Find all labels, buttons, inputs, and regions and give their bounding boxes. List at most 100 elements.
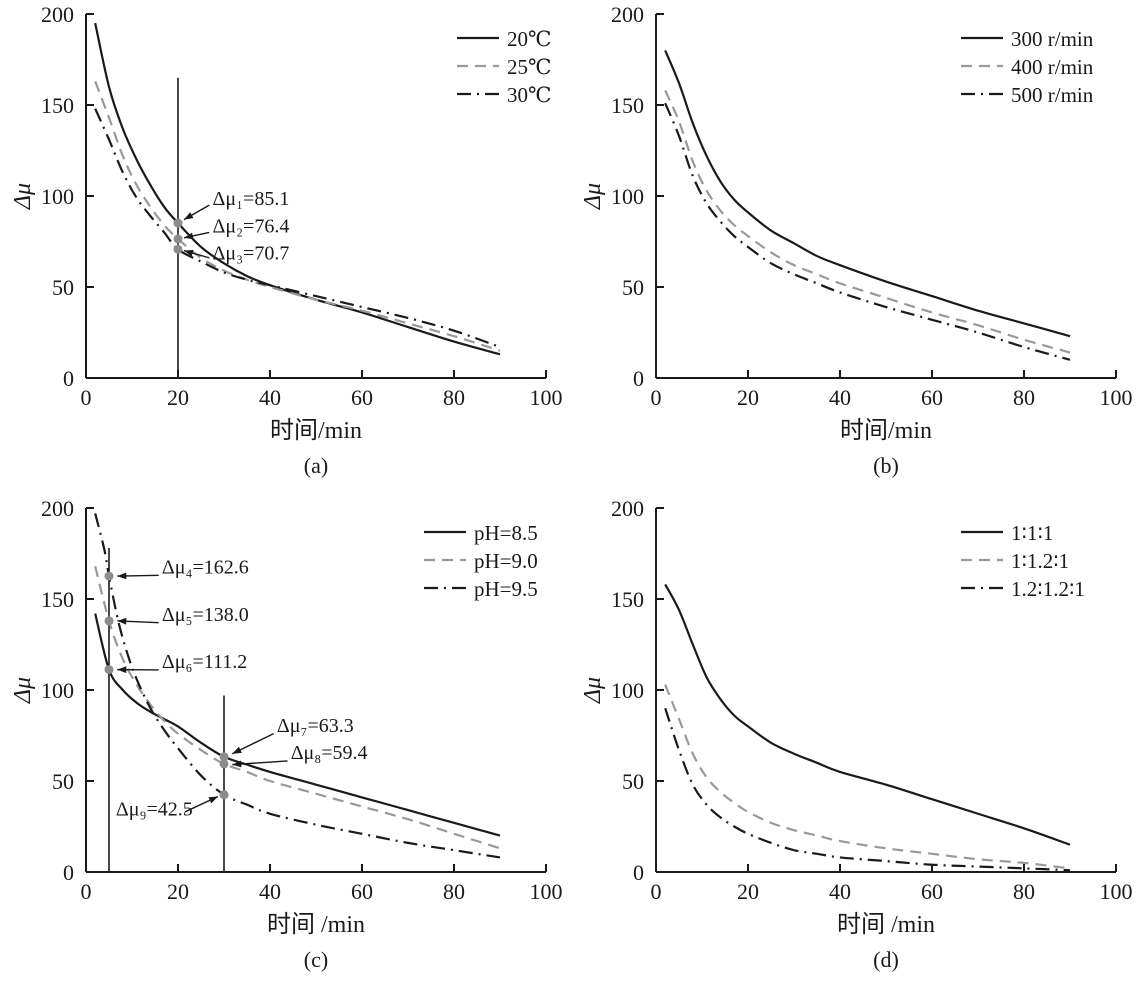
y-tick-label: 200 (41, 2, 74, 27)
subplot-caption: (b) (873, 453, 899, 478)
chart-d-svg: 0 20 40 60 80 100 0 50 100 150 200 Δμ 时间 /min (d) 1∶1∶… (580, 496, 1133, 972)
y-axis-label: Δμ (580, 677, 606, 704)
y-axis-label: Δμ (10, 183, 36, 210)
annotation-arrowhead (208, 796, 219, 804)
legend-label: 400 r/min (1011, 55, 1094, 79)
series-line-dashdot (664, 102, 1071, 361)
x-tick-label: 0 (81, 879, 92, 904)
annotation-arrowhead (117, 666, 127, 674)
data-point-marker (104, 616, 114, 626)
annotation-arrowhead (183, 249, 194, 257)
annotation-label: Δμ₂=76.4 (213, 215, 290, 237)
data-point-marker (219, 790, 229, 800)
x-tick-label: 40 (259, 385, 281, 410)
series-line-solid (94, 22, 501, 356)
x-tick-label: 80 (1013, 385, 1035, 410)
x-tick-label: 0 (651, 385, 662, 410)
chart-panel-d: 0 20 40 60 80 100 0 50 100 150 200 Δμ 时间 /min (d) 1∶1∶… (570, 494, 1141, 989)
legend-label: 30℃ (507, 83, 552, 107)
annotation-arrowhead (183, 232, 194, 240)
y-tick-label: 50 (622, 769, 644, 794)
annotation-label: Δμ₄=162.6 (162, 557, 249, 579)
annotation-arrowhead (232, 760, 242, 768)
legend-label: 25℃ (507, 55, 552, 79)
legend-label: pH=9.5 (474, 577, 538, 601)
subplot-caption: (c) (304, 947, 328, 972)
x-tick-label: 20 (737, 385, 759, 410)
annotation-label: Δμ₈=59.4 (291, 742, 368, 764)
y-tick-label: 100 (611, 678, 644, 703)
series-line-dashed (94, 80, 501, 352)
chart-a-svg: 0 20 40 60 80 100 0 50 100 150 200 Δμ 时间/min (a) 20℃ 25… (10, 2, 563, 478)
annotation-arrowhead (117, 572, 127, 580)
subplot-caption: (a) (304, 453, 328, 478)
y-tick-label: 200 (611, 2, 644, 27)
x-axis-label: 时间/min (840, 417, 932, 444)
x-tick-label: 60 (921, 385, 943, 410)
legend-label: 20℃ (507, 27, 552, 51)
annotation-arrowhead (232, 746, 242, 754)
y-tick-label: 150 (611, 587, 644, 612)
x-tick-label: 100 (1100, 385, 1133, 410)
x-axis-label: 时间/min (270, 417, 362, 444)
x-tick-label: 20 (167, 385, 189, 410)
x-tick-label: 0 (81, 385, 92, 410)
annotation-label: Δμ₁=85.1 (213, 188, 290, 210)
y-axis-label: Δμ (10, 677, 36, 704)
data-point-marker (219, 759, 229, 769)
y-tick-label: 150 (41, 93, 74, 118)
y-tick-label: 150 (41, 587, 74, 612)
series-line-solid (664, 583, 1071, 846)
annotation-arrow (232, 760, 288, 766)
x-tick-label: 60 (351, 879, 373, 904)
x-tick-label: 20 (737, 879, 759, 904)
x-tick-label: 100 (530, 879, 563, 904)
legend-label: 300 r/min (1011, 27, 1094, 51)
series-line-solid (94, 613, 501, 837)
x-axis-label: 时间 /min (267, 911, 365, 938)
series-line-dashdot (664, 707, 1071, 872)
series-line-dashed (664, 89, 1071, 354)
series-line-dashed (664, 684, 1071, 870)
y-tick-label: 100 (41, 678, 74, 703)
legend-label: 1∶1∶1 (1011, 521, 1053, 545)
y-tick-label: 0 (63, 860, 74, 885)
data-point-marker (173, 234, 183, 244)
series-line-solid (664, 49, 1071, 338)
y-tick-label: 50 (622, 275, 644, 300)
legend-label: pH=9.0 (474, 549, 538, 573)
legend-label: 1.2∶1.2∶1 (1011, 577, 1085, 601)
data-point-marker (173, 244, 183, 254)
x-tick-label: 100 (530, 385, 563, 410)
series-line-dashed (94, 565, 501, 850)
y-tick-label: 200 (41, 496, 74, 521)
y-axis-label: Δμ (580, 183, 606, 210)
annotation-arrowhead (183, 212, 194, 220)
x-tick-label: 40 (829, 385, 851, 410)
y-tick-label: 150 (611, 93, 644, 118)
series-line-dashdot (94, 108, 501, 349)
y-tick-label: 50 (52, 769, 74, 794)
y-tick-label: 100 (41, 184, 74, 209)
x-tick-label: 80 (1013, 879, 1035, 904)
y-tick-label: 50 (52, 275, 74, 300)
annotation-arrowhead (117, 617, 127, 625)
y-tick-label: 0 (633, 860, 644, 885)
legend-label: pH=8.5 (474, 521, 538, 545)
annotation-label: Δμ₇=63.3 (277, 715, 354, 737)
x-tick-label: 60 (351, 385, 373, 410)
data-point-marker (173, 218, 183, 228)
y-tick-label: 200 (611, 496, 644, 521)
data-point-marker (219, 752, 229, 762)
x-tick-label: 80 (443, 879, 465, 904)
annotation-label: Δμ₅=138.0 (162, 604, 249, 626)
subplot-caption: (d) (873, 947, 899, 972)
annotation-label: Δμ₉=42.5 (116, 799, 193, 821)
legend-label: 500 r/min (1011, 83, 1094, 107)
chart-panel-a: 0 20 40 60 80 100 0 50 100 150 200 Δμ 时间/min (a) 20℃ 25… (0, 0, 570, 494)
x-tick-label: 40 (829, 879, 851, 904)
x-tick-label: 40 (259, 879, 281, 904)
y-tick-label: 0 (63, 366, 74, 391)
chart-panel-b: 0 20 40 60 80 100 0 50 100 150 200 Δμ 时间/min (b) 300 r… (570, 0, 1141, 494)
x-tick-label: 60 (921, 879, 943, 904)
